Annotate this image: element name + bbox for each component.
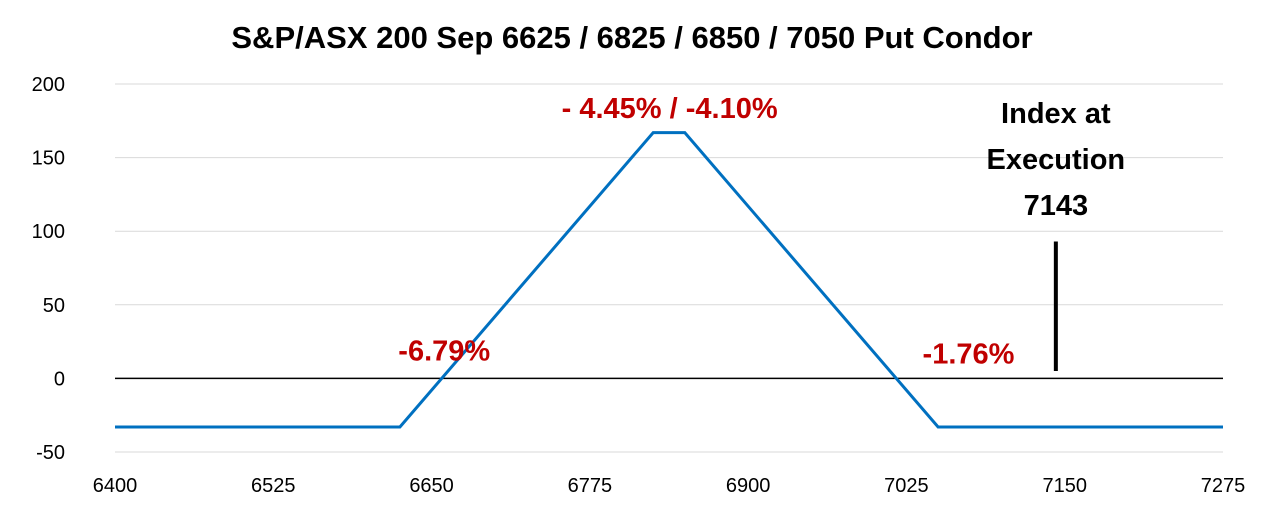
index-at-execution-label: Index at: [1001, 98, 1111, 130]
y-tick-label: 150: [32, 148, 65, 170]
y-tick-label: 50: [43, 295, 65, 317]
x-tick-label: 6775: [568, 475, 613, 497]
index-at-execution-label: 7143: [1024, 190, 1089, 222]
index-at-execution-label: Execution: [987, 144, 1126, 176]
y-tick-label: 0: [54, 368, 65, 390]
x-tick-label: 7275: [1201, 475, 1246, 497]
y-tick-label: -50: [36, 442, 65, 464]
x-tick-label: 7150: [1042, 475, 1087, 497]
lower-breakeven-label: -6.79%: [398, 336, 490, 368]
upper-breakeven-label: -1.76%: [923, 339, 1015, 371]
y-tick-label: 200: [32, 74, 65, 96]
x-tick-label: 6400: [93, 475, 138, 497]
x-tick-label: 6525: [251, 475, 296, 497]
x-tick-label: 7025: [884, 475, 929, 497]
payoff-line: [115, 131, 1223, 429]
max-profit-label: - 4.45% / -4.10%: [562, 93, 778, 125]
chart-title: S&P/ASX 200 Sep 6625 / 6825 / 6850 / 705…: [231, 20, 1032, 55]
annotation-layer: -6.79% - 4.45% / -4.10% -1.76% Index at Exec…: [398, 93, 1126, 372]
y-tick-labels: 200 150 100 50 0 -50: [32, 74, 65, 464]
x-tick-label: 6900: [726, 475, 771, 497]
series-layer: [115, 131, 1223, 429]
x-tick-labels: 6400 6525 6650 6775 6900 7025 7150 7275: [93, 475, 1246, 497]
y-tick-label: 100: [32, 221, 65, 243]
x-tick-label: 6650: [409, 475, 454, 497]
gridlines: [115, 83, 1223, 453]
